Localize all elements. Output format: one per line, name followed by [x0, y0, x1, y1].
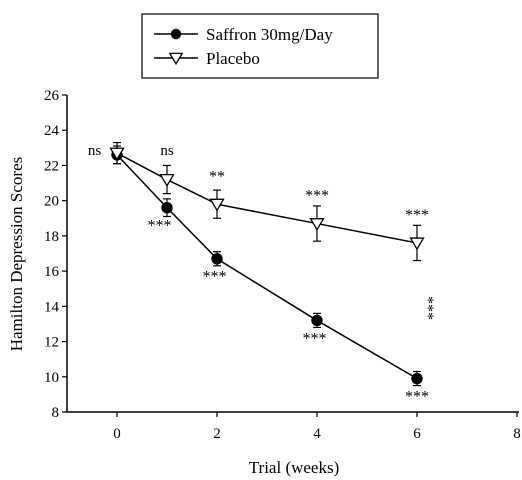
significance-annotation: *** — [405, 388, 429, 405]
legend-box — [141, 13, 379, 79]
x-axis-title: Trial (weeks) — [249, 458, 340, 477]
significance-annotation: *** — [148, 218, 172, 235]
y-tick-label: 10 — [44, 370, 59, 386]
y-tick-label: 24 — [44, 123, 60, 139]
legend-marker-placebo — [168, 52, 184, 66]
data-point-saffron — [161, 202, 173, 214]
y-tick-label: 12 — [44, 335, 59, 351]
significance-annotation: *** — [203, 269, 227, 286]
x-tick-label: 4 — [313, 426, 321, 442]
significance-annotation: *** — [303, 330, 327, 347]
significance-annotation-vertical: *** — [419, 296, 436, 320]
data-point-saffron — [411, 372, 423, 385]
data-point-saffron — [311, 314, 323, 327]
y-tick-label: 8 — [52, 405, 60, 421]
y-tick-label: 20 — [44, 194, 59, 210]
significance-annotation: ns — [88, 143, 102, 159]
y-tick-label: 22 — [44, 158, 59, 174]
x-tick-label: 6 — [413, 426, 421, 442]
legend-label-saffron: Saffron 30mg/Day — [206, 25, 333, 44]
y-tick-label: 14 — [44, 299, 60, 315]
x-tick-label: 0 — [113, 426, 121, 442]
significance-annotation: ns — [160, 143, 174, 159]
data-point-saffron — [211, 253, 223, 265]
y-tick-label: 18 — [44, 229, 59, 245]
markers — [109, 147, 425, 385]
series-line-saffron — [116, 154, 418, 380]
data-point-placebo — [109, 147, 125, 161]
y-axis-title: Hamilton Depression Scores — [7, 157, 26, 352]
significance-annotation: *** — [405, 207, 429, 224]
legend: Saffron 30mg/Day Placebo — [141, 13, 379, 79]
data-point-placebo — [309, 218, 325, 232]
annotations: ns ns*********************** — [88, 143, 436, 406]
y-tick-label: 26 — [44, 88, 60, 104]
x-tick-label: 8 — [513, 426, 521, 442]
x-tick-label: 2 — [213, 426, 221, 442]
data-point-placebo — [409, 237, 425, 251]
legend-marker-saffron — [170, 28, 182, 40]
y-tick-label: 16 — [44, 264, 60, 280]
axes — [66, 95, 519, 413]
series-lines — [116, 152, 418, 380]
legend-label-placebo: Placebo — [206, 49, 260, 68]
error-bars — [113, 141, 421, 387]
significance-annotation: ** — [209, 168, 225, 185]
significance-annotation: *** — [305, 188, 329, 205]
data-point-placebo — [209, 198, 225, 212]
data-point-placebo — [159, 174, 175, 187]
